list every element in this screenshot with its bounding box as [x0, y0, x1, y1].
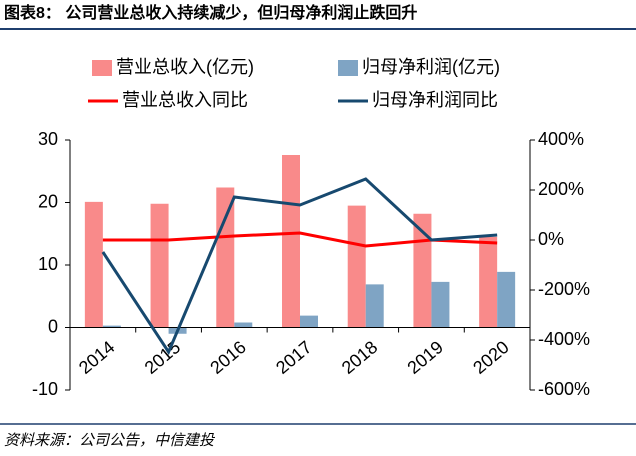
- y2-tick-label: 0%: [538, 229, 564, 249]
- legend-label: 营业总收入(亿元): [116, 57, 254, 77]
- legend-label: 营业总收入同比: [122, 90, 248, 110]
- y-tick-label: 10: [38, 254, 58, 274]
- y2-tick-label: -400%: [538, 329, 590, 349]
- legend-swatch: [338, 60, 358, 76]
- legend-label: 归母净利润同比: [372, 90, 498, 110]
- legend-label: 归母净利润(亿元): [362, 57, 500, 77]
- y-tick-label: 30: [38, 129, 58, 149]
- x-tick-label: 2019: [404, 337, 448, 378]
- legend-swatch: [92, 60, 112, 76]
- bar: [497, 271, 516, 328]
- source-note: 资料来源：公司公告，中信建投: [4, 432, 216, 449]
- y2-tick-label: -600%: [538, 379, 590, 399]
- bar: [84, 201, 103, 328]
- x-tick-label: 2018: [338, 337, 382, 378]
- bar: [234, 322, 253, 328]
- chart-title: 图表8： 公司营业总收入持续减少，但归母净利润止跌回升: [4, 3, 417, 22]
- y-tick-label: 20: [38, 191, 58, 211]
- y2-tick-label: 200%: [538, 179, 584, 199]
- y2-tick-label: -200%: [538, 279, 590, 299]
- bar: [282, 155, 300, 328]
- bar: [300, 315, 318, 328]
- bar: [347, 205, 366, 328]
- bar: [479, 236, 498, 328]
- x-tick-label: 2020: [469, 337, 513, 378]
- bar: [431, 281, 450, 328]
- y-tick-label: 0: [48, 316, 58, 336]
- x-tick-label: 2017: [272, 337, 316, 378]
- y2-tick-label: 400%: [538, 129, 584, 149]
- line-series: [101, 177, 498, 356]
- x-tick-label: 2014: [75, 337, 119, 378]
- bar: [102, 325, 121, 328]
- bar: [365, 284, 384, 328]
- bar: [150, 203, 169, 328]
- x-tick-label: 2016: [206, 337, 250, 378]
- bar: [216, 187, 235, 328]
- y-tick-label: -10: [32, 379, 58, 399]
